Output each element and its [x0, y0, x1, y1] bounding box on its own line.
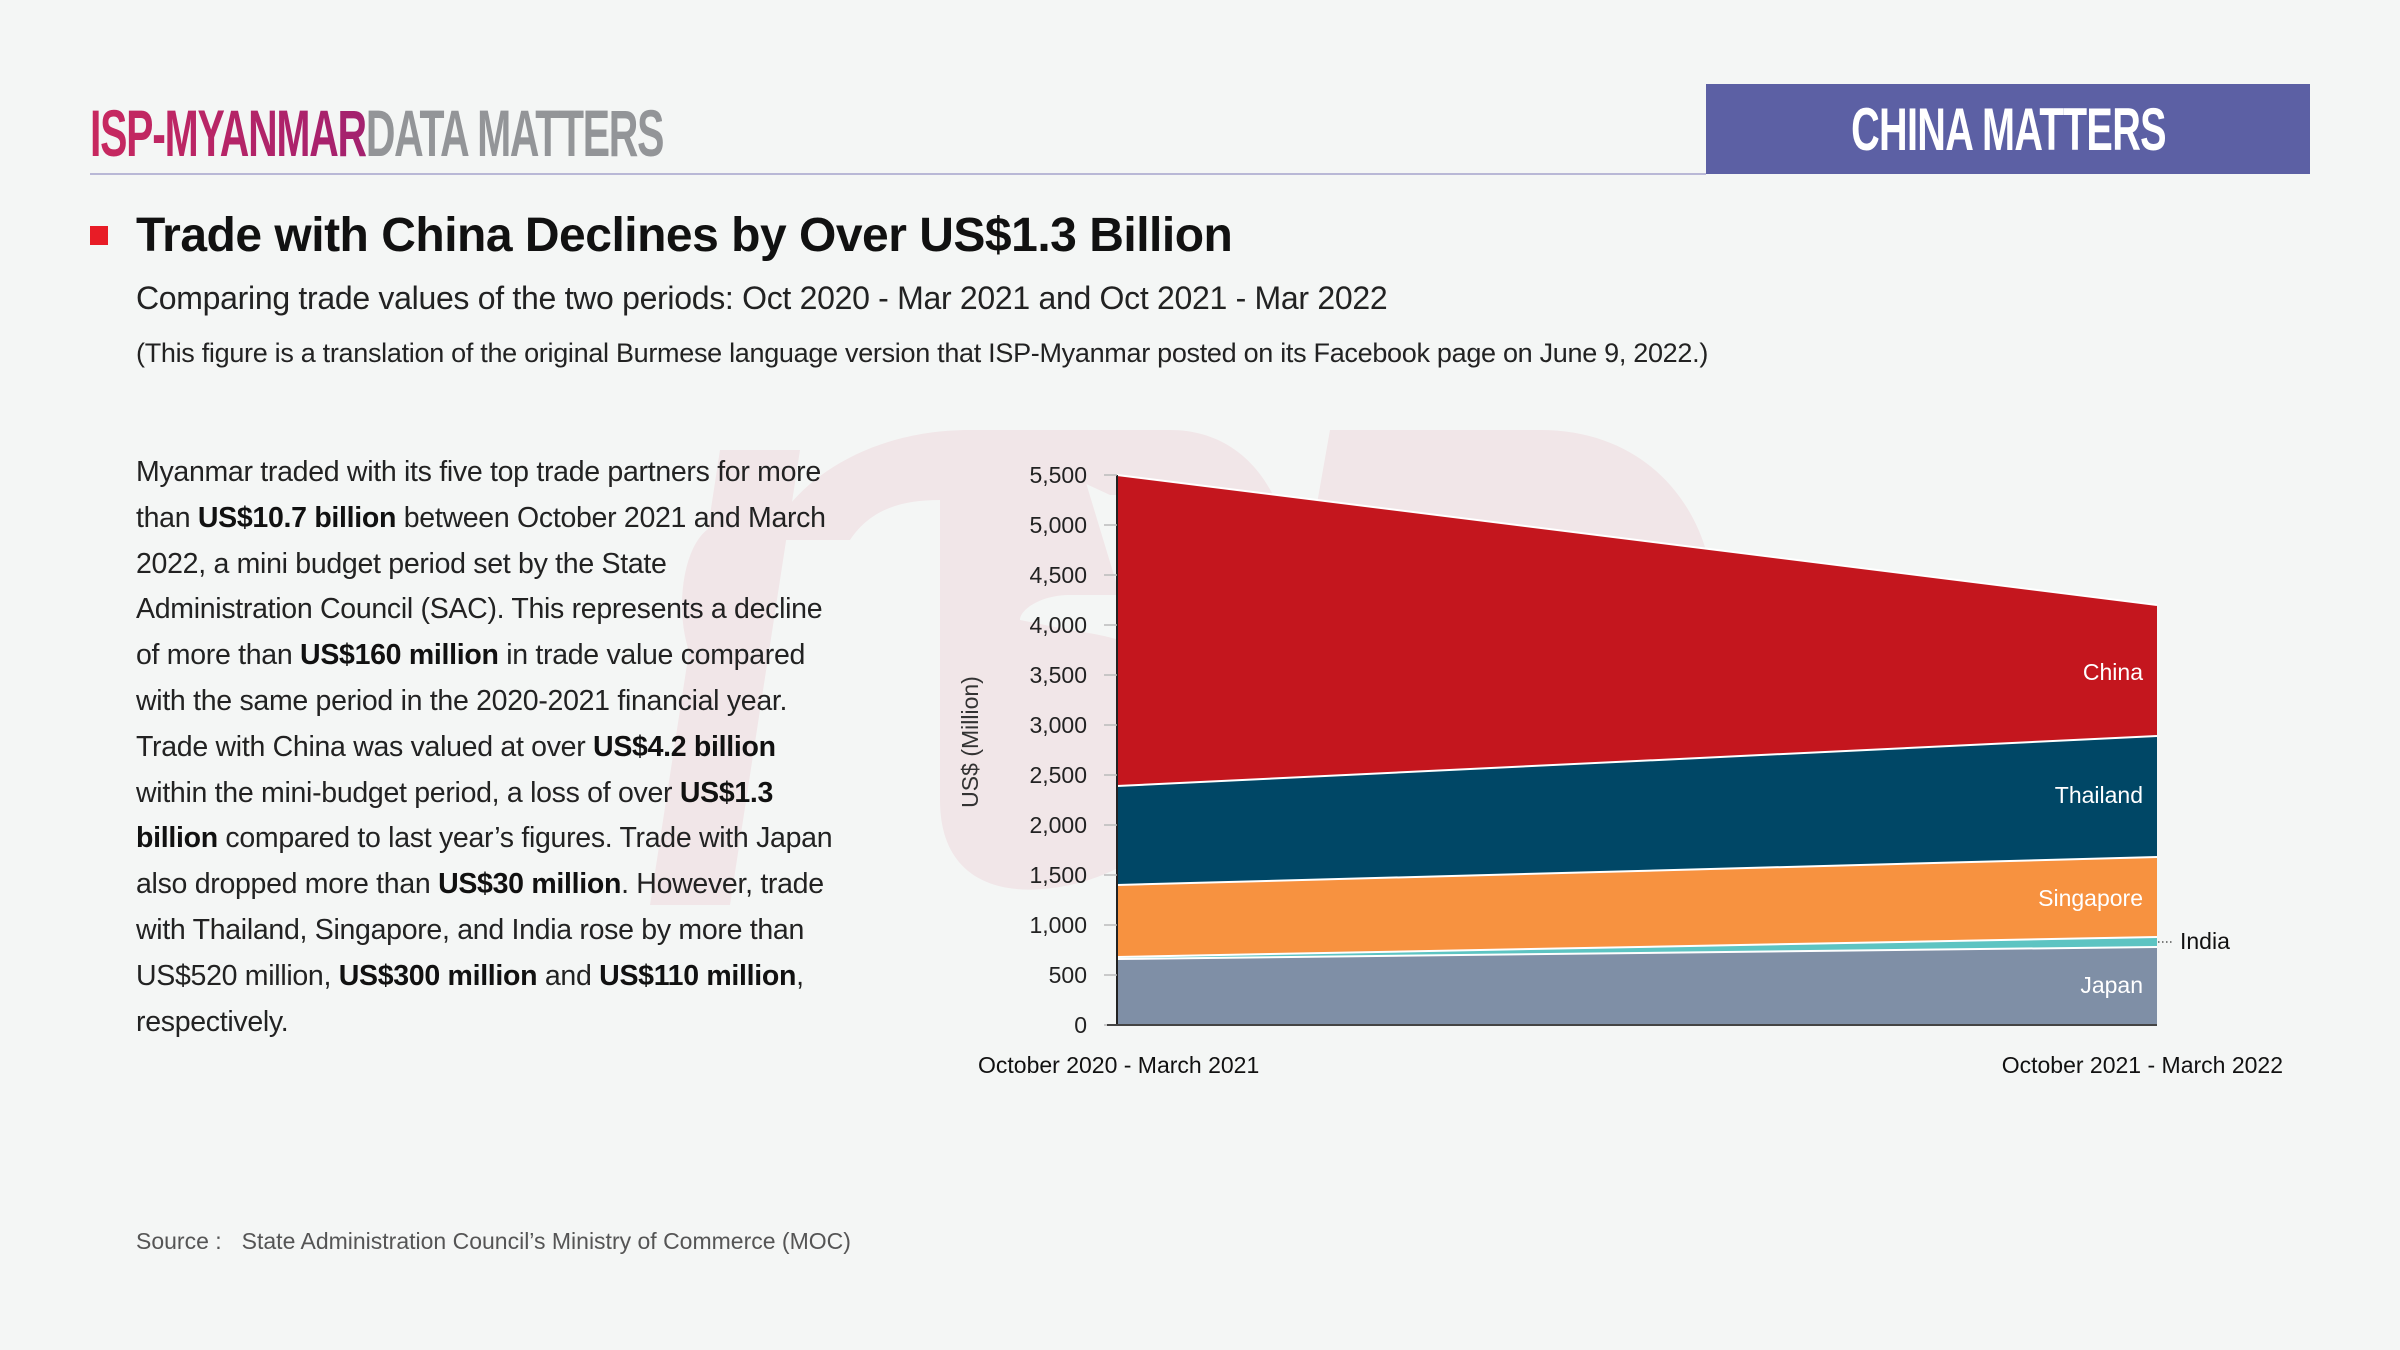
area-edge-china [1116, 474, 2158, 606]
paragraph-text: in trade value compared with the same pe… [136, 639, 806, 763]
y-tick-label: 500 [1049, 962, 1087, 988]
brand-series: DATA MATTERS [365, 96, 665, 170]
area-edge-singapore [1116, 856, 2158, 886]
y-tick-label: 4,000 [1029, 612, 1087, 638]
series-banner: CHINA MATTERS [1706, 84, 2310, 174]
translation-note: (This figure is a translation of the ori… [136, 338, 1709, 368]
paragraph-text: between October 2021 and March 2022, a m… [136, 501, 826, 672]
y-tick-label: 2,000 [1029, 812, 1087, 838]
page-title: Trade with China Declines by Over US$1.3… [136, 209, 1233, 262]
highlight-figure: US$160 million [300, 639, 499, 672]
summary-paragraph: Myanmar traded with its five top trade p… [136, 450, 836, 1045]
paragraph-text: . However, trade with Thailand, Singapor… [136, 868, 824, 992]
y-tick-label: 2,500 [1029, 762, 1087, 788]
brand-org: ISP-MYANMAR [90, 96, 367, 170]
area-edge-japan [1116, 946, 2158, 960]
area-edge-india [1116, 936, 2158, 958]
highlight-figure: US$300 million [338, 959, 538, 992]
series-label-india: India [2180, 928, 2230, 954]
y-axis-title: US$ (Million) [957, 676, 983, 808]
brand-logo: ISP-MYANMARDATA MATTERS [90, 96, 665, 170]
paragraph-text: compared to last year’s figures. Trade w… [136, 822, 833, 901]
source-text: State Administration Council’s Ministry … [241, 1228, 851, 1254]
watermark-s [770, 430, 1200, 890]
source-label: Source : [136, 1228, 222, 1254]
y-tick-label: 4,500 [1029, 562, 1087, 588]
y-tick-label: 0 [1074, 1012, 1087, 1038]
series-banner-label: CHINA MATTERS [1850, 95, 2166, 163]
title-bullet-icon [90, 226, 108, 245]
paragraph-text: Myanmar traded with its five top trade p… [136, 456, 821, 534]
area-japan [1117, 947, 2157, 1025]
series-label-thailand: Thailand [2055, 782, 2143, 808]
highlight-figure: US$10.7 billion [197, 501, 397, 534]
series-label-japan: Japan [2080, 972, 2143, 998]
y-tick-label: 5,500 [1029, 462, 1087, 488]
series-labels: China Thailand Singapore India Japan [2038, 659, 2230, 998]
x-category-label: October 2020 - March 2021 [978, 1052, 1259, 1078]
highlight-figure: US$110 million [599, 959, 797, 992]
x-axis: October 2020 - March 2021 October 2021 - … [978, 1024, 2283, 1078]
highlight-figure: US$30 million [438, 868, 622, 901]
paragraph-text: within the mini-budget period, a loss of… [136, 776, 680, 809]
chart-areas [1116, 474, 2158, 1025]
y-tick-label: 3,000 [1029, 712, 1087, 738]
highlight-figure: US$1.3 billion [136, 776, 774, 855]
y-tick-label: 3,500 [1029, 662, 1087, 688]
paragraph-text: and [537, 959, 600, 992]
highlight-figure: US$4.2 billion [593, 730, 776, 763]
x-category-label: October 2021 - March 2022 [2002, 1052, 2283, 1078]
y-axis: 0 500 1,000 1,500 2,000 2,500 3,000 3,500 4,000 4… [957, 462, 1118, 1038]
page-subtitle: Comparing trade values of the two period… [136, 280, 1388, 316]
y-tick-label: 1,500 [1029, 862, 1087, 888]
header-divider [90, 173, 1706, 175]
paragraph-text: , respectively. [136, 959, 804, 1038]
series-label-singapore: Singapore [2038, 885, 2143, 911]
watermark-i-dot [682, 525, 758, 685]
series-label-china: China [2083, 659, 2143, 685]
area-edge-thailand [1116, 735, 2158, 787]
watermark-p-top [970, 430, 1292, 600]
y-tick-label: 5,000 [1029, 512, 1087, 538]
y-tick-label: 1,000 [1029, 912, 1087, 938]
source-note: Source : State Administration Council’s M… [136, 1228, 851, 1255]
